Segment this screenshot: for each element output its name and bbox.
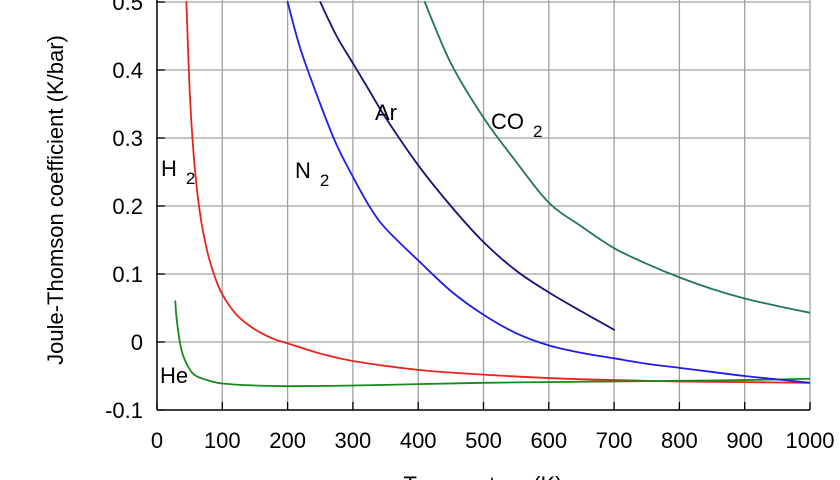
y-tick-label-0: -0.1 xyxy=(105,398,143,423)
x-tick-label-1: 100 xyxy=(204,428,241,453)
x-tick-label-10: 1000 xyxy=(786,428,835,453)
y-tick-label-6: 0.5 xyxy=(112,0,143,15)
x-tick-label-7: 700 xyxy=(596,428,633,453)
series-label-n2: N xyxy=(295,158,311,183)
y-tick-label-3: 0.2 xyxy=(112,194,143,219)
series-lines xyxy=(174,1,810,388)
y-tick-label-4: 0.3 xyxy=(112,126,143,151)
series-label-he: He xyxy=(160,363,188,388)
x-tick-label-2: 200 xyxy=(269,428,306,453)
y-tick-label-1: 0 xyxy=(131,330,143,355)
x-tick-label-9: 900 xyxy=(726,428,763,453)
x-tick-label-6: 600 xyxy=(530,428,567,453)
y-tick-label-5: 0.4 xyxy=(112,58,143,83)
series-line-he xyxy=(174,300,810,388)
series-line-h2 xyxy=(185,1,810,384)
series-label-co2: CO xyxy=(491,109,524,134)
tick-labels: 0 100 200 300 400 500 600 700 800 900 1000 -0.1 0 0.1… xyxy=(105,0,834,453)
grid xyxy=(157,0,811,410)
x-tick-label-4: 400 xyxy=(400,428,437,453)
series-label-ar: Ar xyxy=(375,100,397,125)
series-label-sub-h2: 2 xyxy=(186,169,195,188)
x-axis-label: Temperature (K) xyxy=(404,472,563,480)
x-tick-label-0: 0 xyxy=(151,428,163,453)
y-tick-label-2: 0.1 xyxy=(112,262,143,287)
x-tick-label-3: 300 xyxy=(335,428,372,453)
series-line-ar xyxy=(319,1,615,331)
x-tick-label-5: 500 xyxy=(465,428,502,453)
y-axis-label: Joule-Thomson coefficient (K/bar) xyxy=(43,35,68,365)
series-label-sub-n2: 2 xyxy=(320,171,329,190)
x-tick-label-8: 800 xyxy=(661,428,698,453)
series-line-n2 xyxy=(286,1,810,384)
axes xyxy=(156,0,811,411)
series-line-co2 xyxy=(423,1,810,314)
series-label-sub-co2: 2 xyxy=(533,122,542,141)
series-label-h2: H xyxy=(161,156,177,181)
